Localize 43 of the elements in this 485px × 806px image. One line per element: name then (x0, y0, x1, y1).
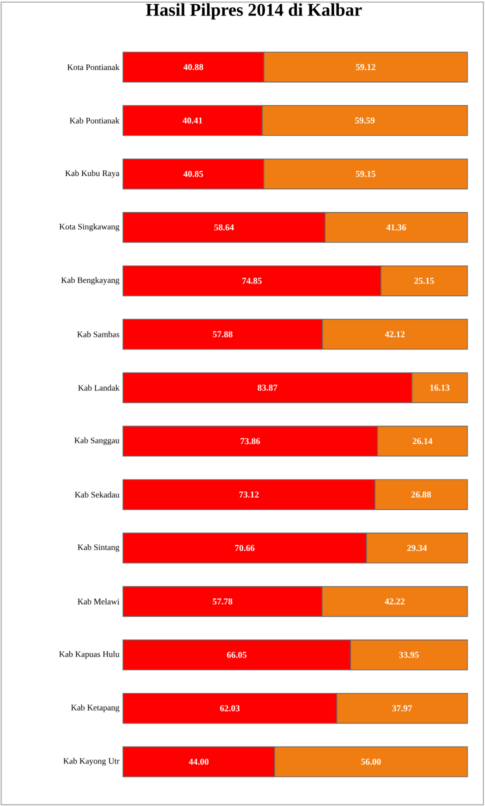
data-label: 57.88 (213, 331, 233, 338)
data-label: 73.86 (240, 438, 260, 444)
y-tick-label: Kab Bengkayang (61, 276, 120, 285)
data-label: 70.66 (235, 544, 255, 552)
data-label: 58.64 (214, 224, 234, 230)
y-tick-label: Kota Singkawang (60, 224, 120, 232)
data-label: 73.12 (240, 492, 259, 498)
data-label: 40.41 (182, 117, 202, 124)
data-label: 59.15 (356, 170, 376, 177)
data-label: 16.13 (430, 384, 450, 391)
data-label: 44.00 (189, 758, 209, 765)
y-tick-label: Kab Landak (78, 384, 120, 391)
data-label: 25.15 (414, 278, 434, 284)
data-label: 42.12 (385, 331, 405, 338)
data-label: 62.03 (220, 705, 240, 712)
data-label: 74.85 (242, 278, 262, 284)
data-label: 59.12 (356, 64, 376, 70)
y-tick-label: Kab Melawi (78, 598, 120, 604)
data-label: 40.85 (184, 170, 204, 177)
data-label: 56.00 (361, 758, 381, 765)
y-tick-label: Kab Sanggau (74, 437, 120, 445)
data-label: 66.05 (227, 652, 247, 658)
y-tick-label: Kab Kubu Raya (65, 170, 120, 178)
data-label: 26.88 (412, 492, 432, 498)
y-tick-label: Kab Sambas (77, 331, 120, 338)
data-label: 59.59 (355, 117, 375, 124)
y-tick-label: Kab Sintang (78, 544, 120, 552)
data-label: 37.97 (392, 705, 412, 712)
chart-title: Hasil Pilpres 2014 di Kalbar (146, 3, 362, 20)
y-tick-label: Kab Pontianak (70, 118, 120, 124)
y-tick-label: Kab Ketapang (71, 704, 120, 712)
y-tick-label: Kab Kayong Utr (64, 758, 120, 766)
data-label: 83.87 (258, 384, 278, 391)
data-label: 29.34 (407, 544, 428, 552)
y-tick-label: Kab Kapuas Hulu (59, 651, 120, 659)
y-tick-label: Kota Pontianak (68, 64, 120, 70)
data-label: 40.88 (184, 64, 204, 70)
data-label: 57.78 (212, 598, 232, 604)
data-label: 26.14 (412, 438, 433, 444)
data-label: 33.95 (399, 652, 419, 658)
data-label: 41.36 (386, 224, 406, 230)
y-tick-label: Kab Sekadau (75, 492, 120, 498)
data-label: 42.22 (384, 598, 405, 604)
